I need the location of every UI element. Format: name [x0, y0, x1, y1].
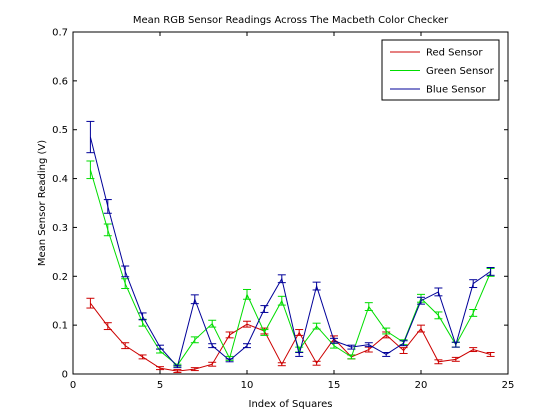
plot-frame	[72, 31, 509, 375]
series-layer	[86, 120, 495, 374]
y-tick-label: 0.7	[52, 28, 68, 39]
series-blue-sensor	[86, 120, 495, 369]
error-bar	[295, 329, 304, 336]
error-bar	[382, 327, 391, 335]
x-tick-label: 25	[502, 380, 515, 391]
y-tick-label: 0.1	[52, 321, 68, 332]
legend-entry: Red Sensor	[390, 48, 483, 59]
error-bar	[312, 281, 321, 291]
series-line	[89, 169, 492, 366]
error-bar	[225, 331, 234, 339]
error-bar	[243, 320, 251, 328]
axis-ticks: 0 5 10 15 20 25 0 0.1 0.2 0.3 0.4 0.5 0.6 0.7	[52, 28, 514, 392]
error-bar	[451, 356, 460, 362]
error-bar	[86, 160, 95, 180]
error-bar	[417, 296, 425, 305]
error-bar	[208, 319, 217, 328]
error-bar	[190, 336, 199, 344]
y-tick-label: 0.6	[52, 76, 68, 87]
error-bar	[486, 266, 495, 276]
error-bar	[330, 337, 338, 344]
y-tick-label: 0.2	[52, 272, 68, 283]
error-bar	[103, 322, 112, 331]
error-bar	[103, 199, 112, 214]
error-bar	[156, 366, 164, 371]
x-tick-label: 0	[70, 380, 76, 391]
error-bar	[382, 352, 391, 357]
x-axis-label: Index of Squares	[249, 399, 333, 410]
error-bar	[399, 340, 408, 347]
error-bar	[364, 302, 373, 311]
error-bar	[469, 347, 478, 353]
legend-entry: Green Sensor	[390, 66, 495, 77]
legend-label: Green Sensor	[426, 66, 495, 77]
error-bar	[243, 288, 251, 300]
error-bar	[277, 362, 286, 367]
error-bar	[138, 354, 147, 360]
error-bar	[138, 312, 147, 321]
error-bar	[121, 265, 130, 278]
legend-label: Blue Sensor	[426, 85, 486, 96]
error-bar	[260, 329, 269, 336]
legend: Red Sensor Green Sensor Blue Sensor	[381, 39, 500, 101]
y-axis-label: Mean Sensor Reading (V)	[37, 140, 48, 266]
x-tick-label: 20	[415, 380, 428, 391]
y-tick-label: 0.3	[52, 223, 68, 234]
error-bar	[486, 352, 495, 357]
error-bar	[434, 287, 443, 297]
error-bar	[451, 341, 460, 348]
error-bar	[312, 322, 321, 330]
chart-title: Mean RGB Sensor Readings Across The Macb…	[133, 15, 449, 26]
error-bar	[225, 358, 234, 363]
error-bar	[312, 360, 321, 366]
error-bar	[86, 120, 95, 154]
error-bar	[434, 311, 443, 320]
error-bar	[364, 342, 373, 348]
legend-label: Red Sensor	[426, 48, 483, 59]
error-bar	[173, 365, 182, 369]
error-bar	[277, 274, 286, 284]
y-tick-label: 0.5	[52, 125, 68, 136]
error-bar	[295, 352, 304, 357]
error-bar	[121, 342, 130, 350]
error-bar	[399, 347, 408, 354]
error-bar	[103, 223, 112, 237]
error-bar	[243, 343, 251, 349]
error-bar	[347, 344, 356, 350]
error-bar	[434, 359, 443, 365]
error-bar	[260, 305, 269, 313]
error-bar	[277, 295, 286, 306]
error-bar	[208, 343, 217, 349]
error-bar	[190, 367, 199, 372]
legend-entry: Blue Sensor	[390, 85, 486, 96]
error-bar	[86, 297, 95, 309]
error-bar	[173, 369, 182, 374]
error-bar	[156, 344, 164, 350]
error-bar	[208, 361, 217, 367]
error-bar	[469, 279, 478, 289]
x-tick-label: 15	[328, 380, 341, 391]
series-line	[89, 136, 491, 368]
error-bar	[469, 309, 478, 317]
x-tick-label: 10	[241, 380, 254, 391]
error-bar	[417, 324, 425, 333]
y-tick-label: 0.4	[52, 174, 68, 185]
error-bar	[347, 354, 356, 360]
error-bar	[190, 294, 199, 305]
x-tick-label: 5	[157, 380, 163, 391]
y-tick-label: 0	[62, 370, 68, 381]
